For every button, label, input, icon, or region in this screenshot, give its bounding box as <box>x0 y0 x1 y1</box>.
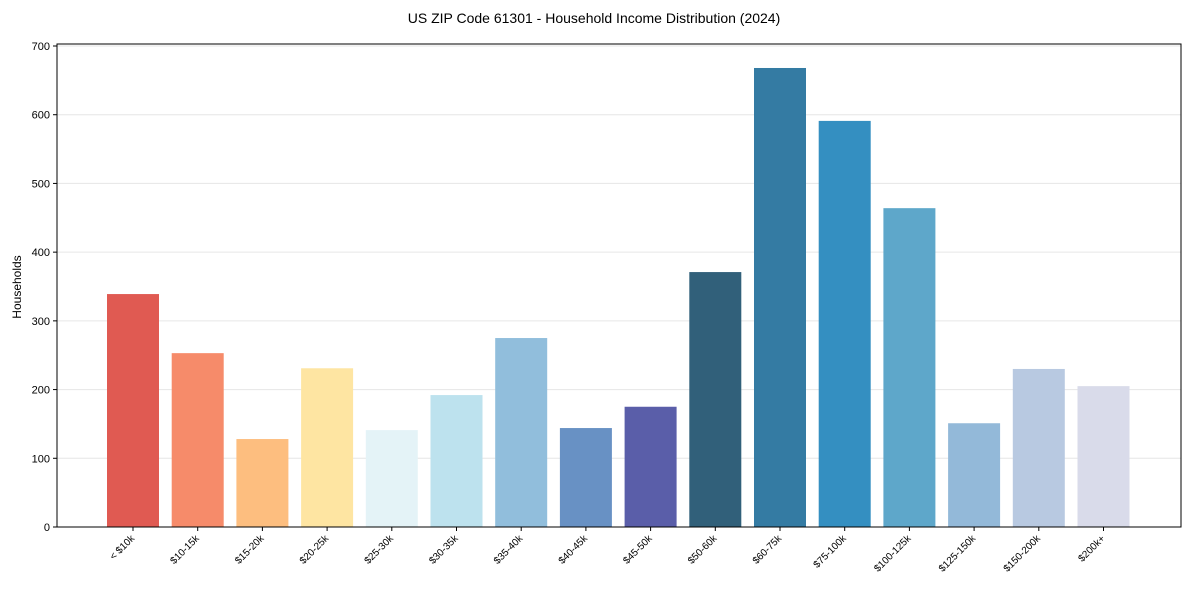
bar-13 <box>948 423 1001 527</box>
x-tick-label: $35-40k <box>492 533 526 567</box>
y-tick-label: 700 <box>32 41 50 53</box>
y-tick-label: 300 <box>32 316 50 328</box>
x-tick-label: $60-75k <box>751 533 785 567</box>
x-tick-label: $30-35k <box>427 533 461 567</box>
bar-8 <box>624 406 677 527</box>
y-tick-label: 400 <box>32 247 50 259</box>
x-tick-label: $75-100k <box>812 533 850 571</box>
bar-11 <box>818 120 871 528</box>
bar-6 <box>495 338 548 527</box>
bar-0 <box>107 294 159 527</box>
bar-12 <box>883 208 936 527</box>
bar-3 <box>301 368 354 527</box>
x-tick-label: $25-30k <box>363 533 397 567</box>
y-tick-label: 500 <box>32 178 50 190</box>
x-tick-label: $10-15k <box>168 533 202 567</box>
bar-4 <box>365 430 418 527</box>
x-tick-label: $15-20k <box>233 533 267 567</box>
y-axis-label: Households <box>10 255 24 318</box>
y-tick-label: 0 <box>44 522 50 534</box>
bar-15 <box>1077 386 1130 527</box>
bar-2 <box>236 439 289 527</box>
bar-9 <box>689 272 742 527</box>
x-tick-label: $20-25k <box>298 533 332 567</box>
x-tick-label: $150-200k <box>1002 533 1044 575</box>
plot-frame <box>56 43 1182 528</box>
bar-7 <box>559 428 612 527</box>
chart-title: US ZIP Code 61301 - Household Income Dis… <box>408 10 781 26</box>
y-tick-label: 100 <box>32 453 50 465</box>
bar-14 <box>1012 368 1065 527</box>
y-tick-label: 600 <box>32 110 50 122</box>
x-tick-label: $200k+ <box>1076 533 1107 564</box>
bar-1 <box>171 353 224 527</box>
y-tick-label: 200 <box>32 385 50 397</box>
x-tick-label: $45-50k <box>621 533 655 567</box>
bar-5 <box>430 395 483 527</box>
x-tick-label: $50-60k <box>686 533 720 567</box>
x-tick-label: < $10k <box>108 533 138 563</box>
x-tick-label: $125-150k <box>937 533 979 575</box>
bar-10 <box>754 67 806 527</box>
x-tick-label: $100-125k <box>872 533 914 575</box>
x-tick-label: $40-45k <box>557 533 591 567</box>
